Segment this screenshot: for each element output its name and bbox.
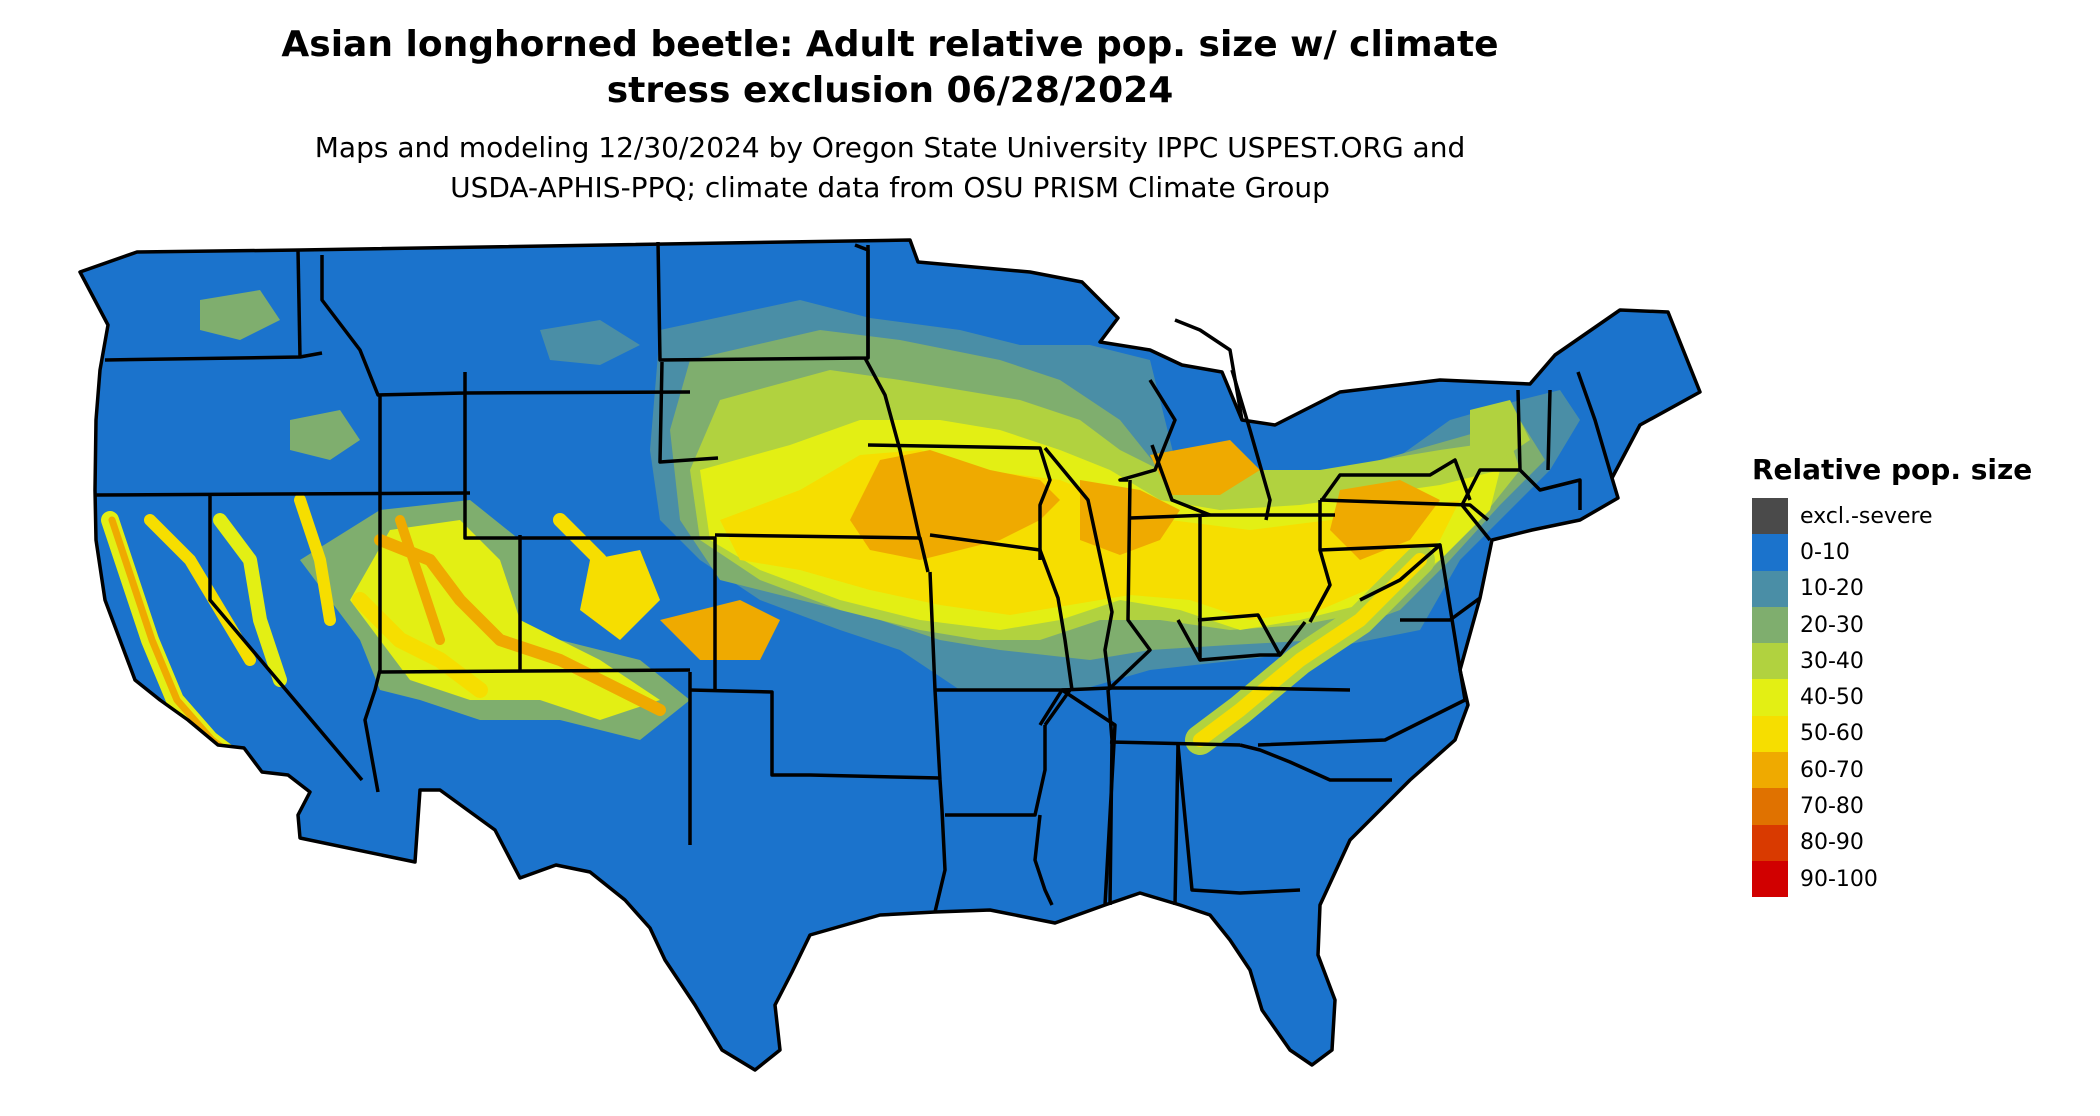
state-borders <box>78 238 1702 1072</box>
legend-swatch <box>1752 534 1788 571</box>
legend-item: 10-20 <box>1752 570 2032 607</box>
legend-swatch <box>1752 679 1788 716</box>
legend-item: 40-50 <box>1752 679 2032 716</box>
legend-item: excl.-severe <box>1752 498 2032 535</box>
legend-item: 50-60 <box>1752 715 2032 753</box>
zone-30-40 <box>1470 400 1530 460</box>
legend-label: 0-10 <box>1800 539 1850 565</box>
legend-items: excl.-severe 0-10 10-20 20-30 30-40 40-50 50-6… <box>1752 498 2032 898</box>
legend-swatch <box>1752 498 1788 535</box>
legend-label: 20-30 <box>1800 612 1864 638</box>
map-subtitle: Maps and modeling 12/30/2024 by Oregon S… <box>120 128 1660 208</box>
map-title: Asian longhorned beetle: Adult relative … <box>120 22 1660 114</box>
legend-item: 60-70 <box>1752 752 2032 789</box>
legend-title: Relative pop. size <box>1752 453 2033 486</box>
zone-60-70 <box>395 515 445 645</box>
legend-swatch <box>1752 788 1788 825</box>
zone-60-70 <box>850 450 1060 560</box>
zone-10-20 <box>540 320 640 365</box>
legend-label: 10-20 <box>1800 576 1864 602</box>
zone-40-50 <box>213 513 287 687</box>
legend-label: 30-40 <box>1800 648 1864 674</box>
zone-50-60 <box>144 514 256 666</box>
zone-50-60 <box>294 494 336 626</box>
legend-label: 50-60 <box>1800 721 1864 747</box>
legend-item: 0-10 <box>1752 534 2032 571</box>
zone-60-70 <box>374 534 666 716</box>
legend-swatch <box>1752 752 1788 789</box>
legend-swatch <box>1752 606 1788 644</box>
legend-label: 80-90 <box>1800 830 1864 856</box>
legend-item: 70-80 <box>1752 788 2032 825</box>
suitability-layer <box>80 240 1700 1070</box>
map-subtitle-line-2: USDA-APHIS-PPQ; climate data from OSU PR… <box>450 171 1330 204</box>
legend-swatch <box>1752 715 1788 753</box>
legend-item: 20-30 <box>1752 606 2032 644</box>
map-title-line-2: stress exclusion 06/28/2024 <box>606 70 1174 111</box>
zone-60-70 <box>1150 440 1260 495</box>
map-title-line-1: Asian longhorned beetle: Adult relative … <box>281 24 1499 65</box>
legend-item: 30-40 <box>1752 643 2032 680</box>
legend-label: 60-70 <box>1800 757 1864 783</box>
map-subtitle-line-1: Maps and modeling 12/30/2024 by Oregon S… <box>314 131 1466 164</box>
zone-50-60 <box>553 513 627 627</box>
zone-20-30 <box>200 290 280 340</box>
legend-label: 40-50 <box>1800 685 1864 711</box>
zone-50-60 <box>1193 553 1427 747</box>
legend-swatch <box>1752 643 1788 680</box>
legend-label: 70-80 <box>1800 794 1864 820</box>
legend-label: 90-100 <box>1800 866 1878 892</box>
legend-swatch <box>1752 824 1788 861</box>
legend-swatch <box>1752 860 1788 898</box>
legend-item: 80-90 <box>1752 824 2032 861</box>
zone-60-70 <box>660 600 780 660</box>
legend-label: excl.-severe <box>1800 503 1933 529</box>
legend-swatch <box>1752 570 1788 607</box>
zone-20-30 <box>290 410 360 460</box>
legend: Relative pop. size excl.-severe 0-10 10-20… <box>1752 452 2033 898</box>
legend-item: 90-100 <box>1752 860 2032 898</box>
